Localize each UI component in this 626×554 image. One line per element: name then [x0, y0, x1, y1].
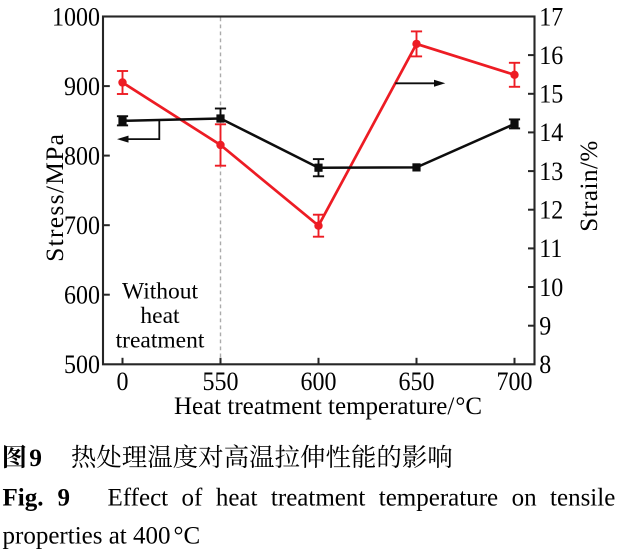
svg-text:13: 13	[539, 158, 563, 186]
svg-text:650: 650	[399, 368, 435, 396]
svg-text:800: 800	[64, 142, 100, 170]
svg-text:Effect of heat treatment tempe: Effect of heat treatment temperature on …	[108, 485, 616, 512]
svg-text:700: 700	[497, 368, 533, 396]
svg-text:properties at 400°C: properties at 400 °C	[3, 523, 201, 550]
svg-text:Without: Without	[122, 279, 199, 305]
svg-text:heat: heat	[140, 303, 180, 329]
svg-text:9: 9	[58, 485, 71, 512]
svg-text:17: 17	[539, 3, 563, 31]
svg-text:600: 600	[64, 282, 100, 310]
svg-text:500: 500	[64, 351, 100, 379]
svg-text:Heat treatment temperature/°C: Heat treatment temperature/°C	[174, 393, 482, 420]
svg-text:treatment: treatment	[116, 328, 205, 354]
svg-text:900: 900	[64, 73, 100, 101]
svg-text:14: 14	[539, 119, 563, 147]
svg-text:0: 0	[117, 368, 129, 396]
svg-text:Fig.: Fig.	[3, 485, 44, 512]
svg-text:10: 10	[539, 274, 563, 302]
svg-text:9: 9	[29, 444, 42, 472]
svg-text:700: 700	[64, 212, 100, 240]
svg-text:Strain/%: Strain/%	[576, 140, 603, 232]
svg-text:600: 600	[301, 368, 337, 396]
svg-text:550: 550	[203, 368, 239, 396]
svg-text:9: 9	[539, 313, 551, 341]
svg-text:11: 11	[539, 235, 562, 263]
svg-text:8: 8	[539, 351, 551, 379]
svg-text:12: 12	[539, 197, 563, 225]
svg-text:1000: 1000	[52, 3, 100, 31]
svg-text:Stress/MPa: Stress/MPa	[40, 133, 69, 262]
svg-text:15: 15	[539, 81, 563, 109]
svg-text:16: 16	[539, 42, 563, 70]
